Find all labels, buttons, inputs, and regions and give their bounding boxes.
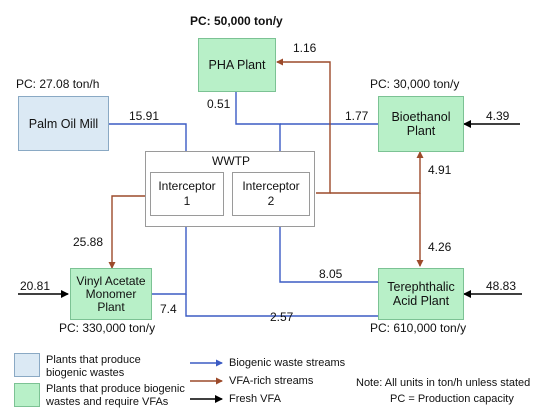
- flow-label-bio-tpa-upper: 4.91: [428, 163, 452, 177]
- legend-blue-label-2: biogenic wastes: [46, 367, 125, 379]
- legend-blue-label-1: Plants that produce: [46, 354, 141, 366]
- bioethanol-capacity: PC: 30,000 ton/y: [370, 77, 460, 91]
- pha-capacity: PC: 50,000 ton/y: [190, 14, 283, 28]
- flow-label-palm: 15.91: [129, 109, 160, 123]
- flow-label-fresh-tpa: 48.83: [486, 279, 517, 293]
- legend-biogenic-label: Biogenic waste streams: [229, 357, 346, 369]
- flow-label-fresh-bioethanol: 4.39: [486, 109, 510, 123]
- palm-oil-mill: Palm Oil Mill: [18, 96, 109, 151]
- flow-label-pha-in: 1.16: [293, 41, 317, 55]
- stream-interceptor2-to-bioethanol: [330, 151, 424, 194]
- flow-label-fresh-vam: 20.81: [20, 279, 51, 293]
- vam-label-2: Monomer: [85, 286, 137, 301]
- legend-green-label-1: Plants that produce biogenic: [46, 383, 185, 395]
- stream-tpa-to-interceptor1: [185, 294, 378, 317]
- stream-vam-to-interceptor1: [152, 217, 190, 295]
- interceptor-2-label-2: 2: [267, 194, 275, 208]
- bioethanol-label-2: Plant: [406, 124, 436, 138]
- bioethanol-label-1: Bioethanol: [391, 110, 451, 124]
- tpa-label-1: Terephthalic: [387, 280, 455, 294]
- tpa-label-2: Acid Plant: [392, 294, 450, 308]
- legend-note-1: Note: All units in ton/h unless stated: [356, 377, 531, 389]
- legend-swatch-blue: [14, 353, 40, 377]
- interceptor-2: Interceptor 2: [232, 172, 310, 216]
- interceptor-1-label-2: 1: [183, 194, 191, 208]
- bioethanol-plant: Bioethanol Plant: [378, 96, 464, 152]
- legend-note-2: PC = Production capacity: [390, 393, 514, 405]
- stream-interceptor2-to-pha: [276, 58, 331, 194]
- flow-label-bioethanol: 1.77: [345, 109, 369, 123]
- vam-capacity: PC: 330,000 ton/y: [59, 321, 156, 335]
- flow-label-tpa-to-interceptor1: 2.57: [270, 310, 294, 324]
- stream-pha-to-interceptor2: [235, 92, 284, 171]
- flow-label-bio-tpa-lower: 4.26: [428, 240, 452, 254]
- pha-plant-label: PHA Plant: [208, 58, 266, 72]
- flow-label-pha-out: 0.51: [207, 97, 231, 111]
- legend-vfa-label: VFA-rich streams: [229, 375, 314, 387]
- interceptor-1-label-1: Interceptor: [158, 179, 216, 193]
- tpa-capacity: PC: 610,000 ton/y: [370, 321, 467, 335]
- flow-label-tpa-to-interceptor2: 8.05: [319, 267, 343, 281]
- stream-tpa-to-interceptor2: [276, 217, 378, 283]
- wwtp-title: WWTP: [212, 154, 250, 168]
- vam-plant: Vinyl Acetate Monomer Plant: [70, 268, 152, 320]
- stream-interceptor1-to-vam: [108, 195, 160, 269]
- legend-fresh-label: Fresh VFA: [229, 393, 281, 405]
- vam-label-3: Plant: [97, 299, 125, 314]
- pha-plant: PHA Plant: [198, 38, 276, 92]
- palm-capacity: PC: 27.08 ton/h: [16, 77, 100, 91]
- flow-label-vam-out: 7.4: [160, 302, 177, 316]
- palm-oil-mill-label: Palm Oil Mill: [28, 116, 99, 131]
- vam-label-1: Vinyl Acetate: [76, 273, 146, 288]
- interceptor-1: Interceptor 1: [150, 172, 224, 216]
- legend-green-label-2: wastes and require VFAs: [46, 396, 169, 408]
- flow-label-interceptor1-to-vam: 25.88: [73, 235, 104, 249]
- legend-swatch-green: [14, 383, 40, 407]
- tpa-plant: Terephthalic Acid Plant: [378, 268, 464, 320]
- interceptor-2-label-1: Interceptor: [242, 179, 300, 193]
